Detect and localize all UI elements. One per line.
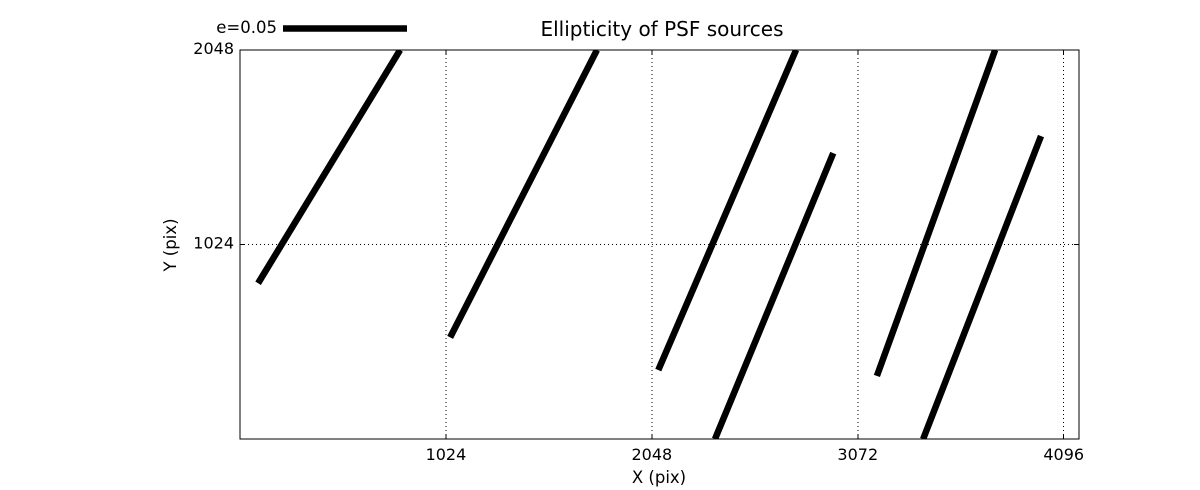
x-tick-label: 3072 bbox=[837, 445, 878, 464]
whisker-line bbox=[447, 50, 600, 339]
whisker-layer bbox=[255, 50, 1045, 439]
whisker-line bbox=[655, 50, 800, 372]
x-tick-label: 2048 bbox=[631, 445, 672, 464]
whisker-line bbox=[920, 134, 1045, 439]
x-tick-label: 1024 bbox=[426, 445, 467, 464]
grid-layer bbox=[240, 49, 1079, 439]
tick-label-layer: 1024 2048 3072 4096 1024 2048 bbox=[193, 39, 1084, 464]
y-axis-label: Y (pix) bbox=[161, 218, 180, 272]
chart-title: Ellipticity of PSF sources bbox=[540, 17, 783, 41]
y-tick-label: 1024 bbox=[193, 234, 234, 253]
axes-layer bbox=[239, 49, 1080, 440]
whisker-line bbox=[255, 50, 403, 285]
legend-label: e=0.05 bbox=[216, 18, 277, 37]
y-tick-label: 2048 bbox=[193, 39, 234, 58]
whisker-line bbox=[712, 151, 837, 439]
x-tick-label: 4096 bbox=[1043, 445, 1084, 464]
x-axis-label: X (pix) bbox=[632, 468, 686, 487]
whisker-line bbox=[873, 50, 999, 378]
